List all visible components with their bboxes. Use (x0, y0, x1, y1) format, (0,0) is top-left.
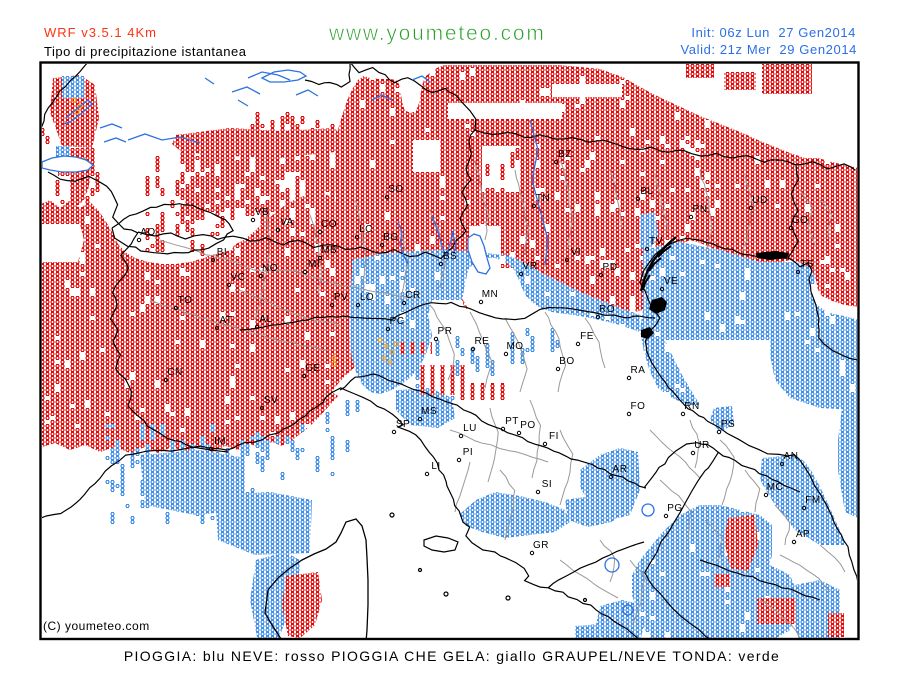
svg-text:MN: MN (482, 289, 499, 300)
svg-text:CR: CR (405, 290, 420, 301)
svg-text:PT: PT (505, 416, 519, 427)
svg-text:MS: MS (421, 406, 437, 417)
svg-text:PV: PV (334, 292, 348, 303)
svg-text:BO: BO (559, 356, 574, 367)
svg-text:SP: SP (396, 419, 410, 430)
svg-text:TV: TV (649, 236, 663, 247)
svg-text:AL: AL (259, 314, 272, 325)
svg-text:MB: MB (321, 245, 337, 256)
svg-text:LI: LI (431, 461, 440, 472)
svg-text:GE: GE (305, 363, 320, 374)
svg-text:PG: PG (667, 503, 682, 514)
svg-text:WRF v3.5.1 4Km: WRF v3.5.1 4Km (44, 25, 157, 40)
svg-text:VA: VA (280, 217, 294, 228)
svg-text:TO: TO (178, 295, 193, 306)
svg-text:TN: TN (536, 193, 550, 204)
svg-text:www.youmeteo.com: www.youmeteo.com (328, 22, 546, 45)
svg-text:AT: AT (219, 315, 232, 326)
svg-text:MO: MO (506, 341, 523, 352)
svg-text:BZ: BZ (558, 149, 572, 160)
svg-text:VR: VR (523, 261, 538, 272)
svg-text:FI: FI (549, 431, 559, 442)
svg-text:SI: SI (542, 479, 552, 490)
svg-text:SV: SV (264, 395, 278, 406)
svg-text:Valid: 21z Mer 29 Gen2014: Valid: 21z Mer 29 Gen2014 (680, 42, 857, 57)
svg-text:AR: AR (613, 464, 628, 475)
svg-text:BS: BS (443, 251, 457, 262)
svg-text:PO: PO (520, 420, 535, 431)
svg-text:GO: GO (792, 215, 809, 226)
svg-text:SO: SO (388, 184, 403, 195)
svg-text:RA: RA (631, 365, 646, 376)
svg-text:FO: FO (631, 401, 646, 412)
svg-text:PS: PS (721, 419, 735, 430)
svg-text:BL: BL (640, 186, 653, 197)
svg-text:PIOGGIA: blu NEVE: rosso PIOGG: PIOGGIA: blu NEVE: rosso PIOGGIA CHE GEL… (124, 648, 780, 664)
svg-text:AO: AO (140, 227, 155, 238)
svg-text:CN: CN (167, 367, 182, 378)
svg-text:(C) youmeteo.com: (C) youmeteo.com (43, 619, 150, 633)
svg-text:PC: PC (390, 316, 405, 327)
svg-text:UD: UD (752, 195, 767, 206)
svg-text:PN: PN (693, 204, 708, 215)
svg-text:BG: BG (383, 232, 398, 243)
svg-text:CO: CO (321, 219, 337, 230)
svg-text:LO: LO (360, 292, 374, 303)
svg-text:LU: LU (463, 423, 477, 434)
svg-text:UR: UR (694, 440, 709, 451)
svg-text:Tipo di precipitazione istanta: Tipo di precipitazione istantanea (44, 44, 247, 59)
svg-text:PD: PD (603, 262, 618, 273)
svg-text:MI: MI (308, 259, 320, 270)
svg-text:GR: GR (533, 540, 549, 551)
svg-text:RN: RN (684, 401, 699, 412)
svg-text:FE: FE (580, 331, 594, 342)
svg-text:FM: FM (805, 495, 820, 506)
svg-text:PR: PR (438, 326, 453, 337)
svg-text:MC: MC (767, 482, 784, 493)
svg-text:VE: VE (664, 276, 678, 287)
svg-text:NO: NO (262, 263, 278, 274)
svg-text:Init: 06z Lun 27 Gen2014: Init: 06z Lun 27 Gen2014 (691, 25, 856, 40)
svg-text:TS: TS (800, 259, 814, 270)
svg-text:PI: PI (463, 447, 473, 458)
svg-text:VI: VI (571, 247, 581, 258)
svg-text:RE: RE (475, 336, 490, 347)
svg-text:RO: RO (599, 304, 615, 315)
svg-text:BI: BI (217, 247, 227, 258)
svg-text:VB: VB (255, 207, 269, 218)
svg-text:AN: AN (784, 451, 799, 462)
svg-text:LC: LC (359, 224, 373, 235)
svg-text:AP: AP (796, 529, 810, 540)
svg-text:IM: IM (214, 436, 226, 447)
svg-text:VC: VC (231, 272, 246, 283)
